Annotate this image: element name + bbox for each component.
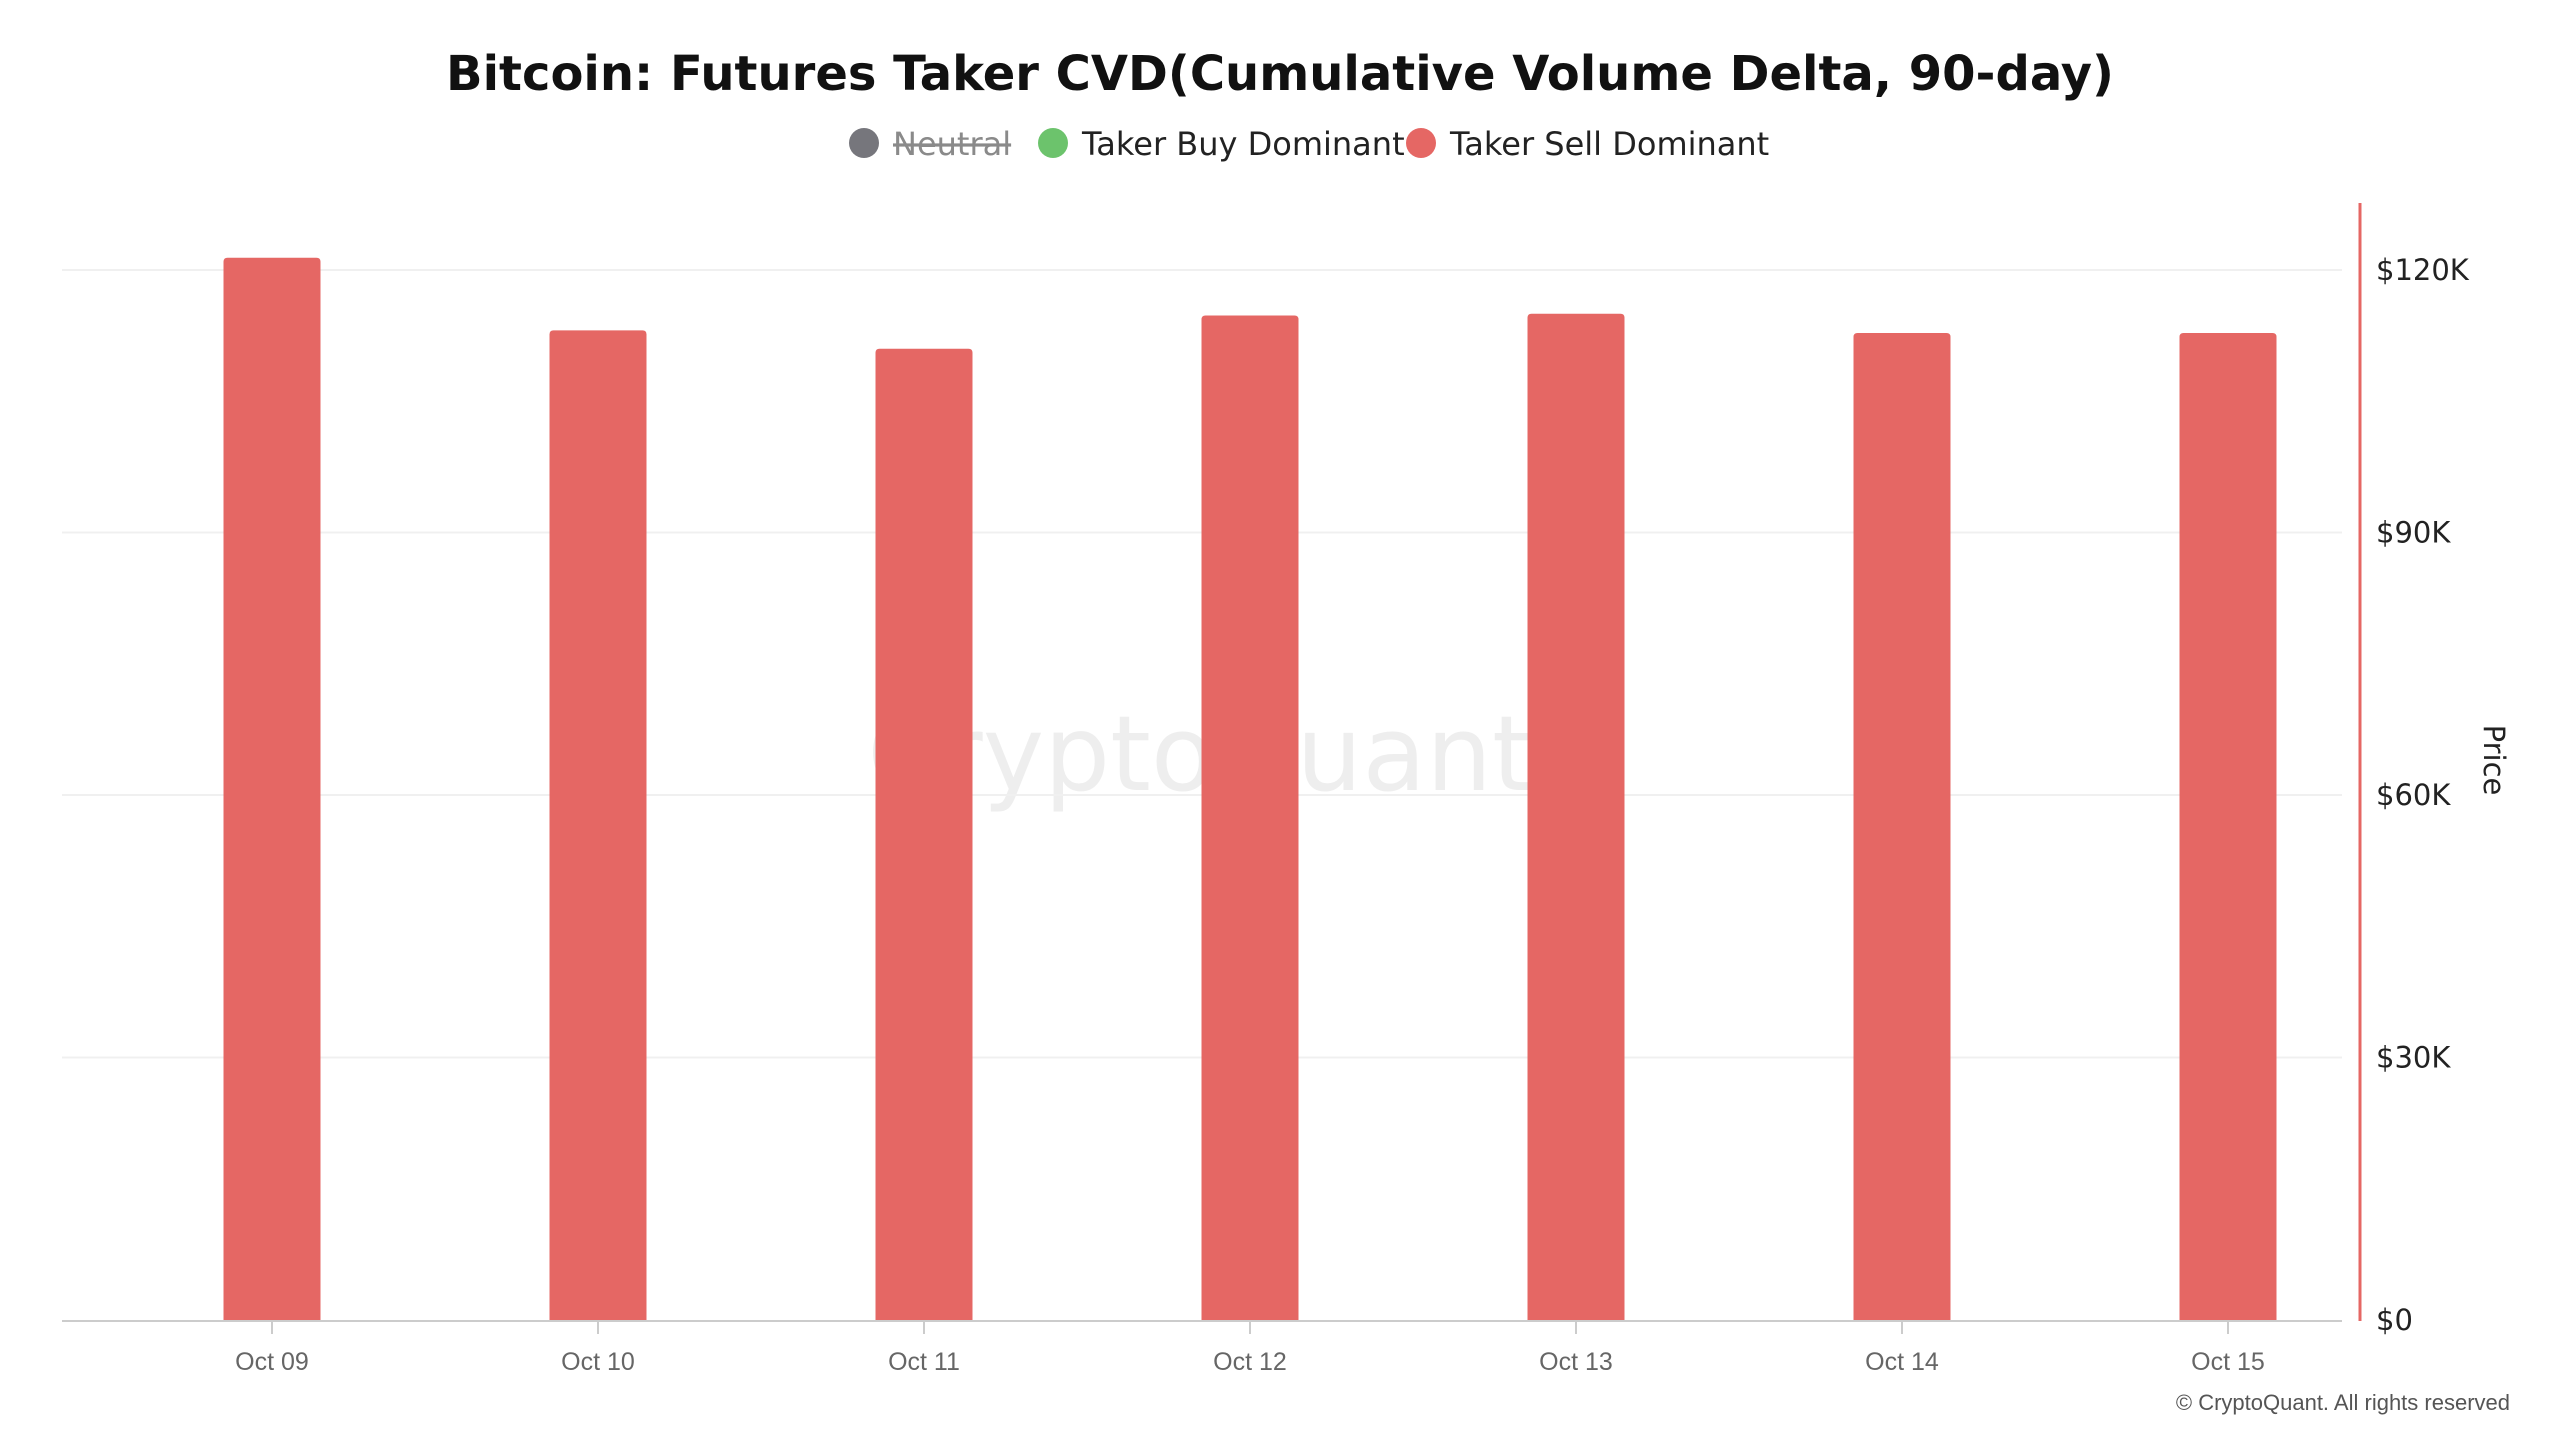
- y-tick-label: $0: [2376, 1303, 2413, 1337]
- bar-oct-10[interactable]: [549, 330, 647, 1320]
- legend-item-taker-buy-dominant[interactable]: Taker Buy Dominant: [1038, 125, 1405, 163]
- y-tick-label: $90K: [2376, 516, 2451, 550]
- legend-marker-icon: [849, 128, 879, 158]
- legend-label: Taker Sell Dominant: [1449, 125, 1769, 163]
- legend-item-taker-sell-dominant[interactable]: Taker Sell Dominant: [1406, 125, 1769, 163]
- legend-label: Neutral: [893, 125, 1011, 163]
- y-tick-label: $120K: [2376, 253, 2470, 287]
- x-tick-label: Oct 14: [1865, 1348, 1939, 1376]
- bar-oct-09[interactable]: [223, 257, 321, 1320]
- legend-marker-icon: [1406, 128, 1436, 158]
- y-axis-title: Price: [2477, 725, 2511, 796]
- legend-label: Taker Buy Dominant: [1081, 125, 1405, 163]
- x-tick-label: Oct 12: [1213, 1348, 1287, 1376]
- legend-item-neutral[interactable]: Neutral: [849, 125, 1011, 163]
- x-tick-label: Oct 09: [235, 1348, 309, 1376]
- x-tick-label: Oct 10: [561, 1348, 635, 1376]
- bar-oct-12[interactable]: [1201, 315, 1299, 1321]
- x-tick-label: Oct 13: [1539, 1348, 1613, 1376]
- y-axis-ticks: $0 $30K $60K $90K $120K: [2376, 253, 2470, 1337]
- y-tick-label: $60K: [2376, 778, 2451, 812]
- bar-oct-13[interactable]: [1527, 313, 1625, 1320]
- x-tick-label: Oct 15: [2191, 1348, 2265, 1376]
- x-axis-ticks: Oct 09 Oct 10 Oct 11 Oct 12 Oct 13 Oct 14 Oct …: [235, 1322, 2265, 1376]
- x-tick-label: Oct 11: [888, 1348, 960, 1376]
- legend: Neutral Taker Buy Dominant Taker Sell Domi…: [849, 125, 1769, 163]
- bar-oct-14[interactable]: [1853, 333, 1951, 1320]
- bars: [223, 257, 2277, 1321]
- bar-oct-11[interactable]: [875, 348, 973, 1320]
- copyright-notice: © CryptoQuant. All rights reserved: [2176, 1390, 2510, 1415]
- y-tick-label: $30K: [2376, 1041, 2451, 1075]
- chart-title: Bitcoin: Futures Taker CVD(Cumulative Vo…: [446, 46, 2114, 102]
- legend-marker-icon: [1038, 128, 1068, 158]
- bar-oct-15[interactable]: [2179, 333, 2277, 1320]
